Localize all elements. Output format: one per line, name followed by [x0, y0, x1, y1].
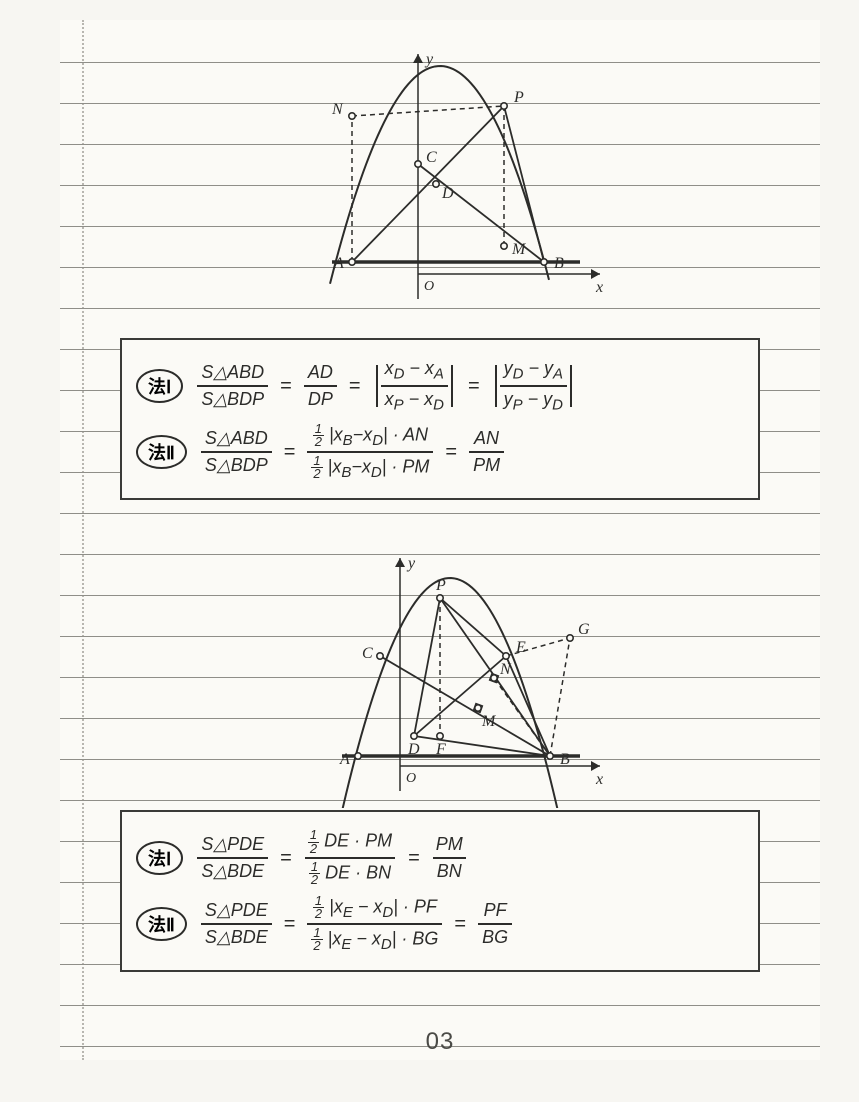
method-badge: 法Ⅱ [136, 907, 187, 941]
svg-text:O: O [424, 279, 434, 294]
svg-text:C: C [426, 149, 437, 166]
svg-text:E: E [515, 639, 526, 656]
svg-text:x: x [595, 771, 603, 788]
svg-text:G: G [578, 621, 590, 638]
equation: S△PDES△BDE=12 DE · PM12 DE · BN=PMBN [197, 829, 466, 886]
svg-text:D: D [441, 185, 454, 202]
svg-text:A: A [333, 255, 344, 272]
diagram-1: x y O A B C D P M N [260, 36, 620, 326]
svg-text:O: O [406, 771, 416, 786]
equation: S△ABDS△BDP=12 |xB−xD| · AN12 |xB−xD| · P… [201, 423, 504, 482]
svg-text:P: P [435, 577, 446, 594]
svg-text:A: A [339, 751, 350, 768]
svg-text:y: y [424, 51, 434, 68]
equation: S△ABDS△BDP=ADDP=xD − xAxP − xD=yD − yAyP… [197, 358, 575, 414]
svg-text:M: M [511, 241, 527, 258]
ruled-line [60, 1005, 820, 1006]
method-badge: 法Ⅱ [136, 435, 187, 469]
svg-text:y: y [406, 555, 416, 572]
svg-text:B: B [554, 255, 564, 272]
margin-dotted-line [82, 20, 84, 1060]
formula-row: 法Ⅱ S△PDES△BDE=12 |xE − xD| · PF12 |xE − x… [136, 894, 744, 954]
ruled-line [60, 513, 820, 514]
diagram-2: x y O A B C D E F G M N P [250, 548, 630, 808]
svg-text:x: x [595, 279, 603, 296]
formula-row: 法Ⅱ S△ABDS△BDP=12 |xB−xD| · AN12 |xB−xD| ·… [136, 422, 744, 482]
notebook-page: x y O A B C D P M N 法Ⅰ S△ABDS△BDP=ADDP=xD − xAxP −… [60, 20, 820, 1060]
svg-text:F: F [435, 741, 446, 758]
formula-row: 法Ⅰ S△ABDS△BDP=ADDP=xD − xAxP − xD=yD − yA… [136, 356, 744, 416]
formula-row: 法Ⅰ S△PDES△BDE=12 DE · PM12 DE · BN=PMBN [136, 828, 744, 888]
method-badge: 法Ⅰ [136, 369, 183, 403]
equation: S△PDES△BDE=12 |xE − xD| · PF12 |xE − xD|… [201, 895, 512, 954]
svg-text:P: P [513, 89, 524, 106]
page-number: 03 [426, 1028, 455, 1056]
formula-box-1: 法Ⅰ S△ABDS△BDP=ADDP=xD − xAxP − xD=yD − yA… [120, 338, 760, 500]
svg-text:M: M [481, 713, 497, 730]
method-badge: 法Ⅰ [136, 841, 183, 875]
formula-box-2: 法Ⅰ S△PDES△BDE=12 DE · PM12 DE · BN=PMBN 法Ⅱ… [120, 810, 760, 972]
svg-text:N: N [499, 661, 512, 678]
svg-text:D: D [407, 741, 420, 758]
svg-text:C: C [362, 645, 373, 662]
svg-text:B: B [560, 751, 570, 768]
svg-text:N: N [331, 101, 344, 118]
